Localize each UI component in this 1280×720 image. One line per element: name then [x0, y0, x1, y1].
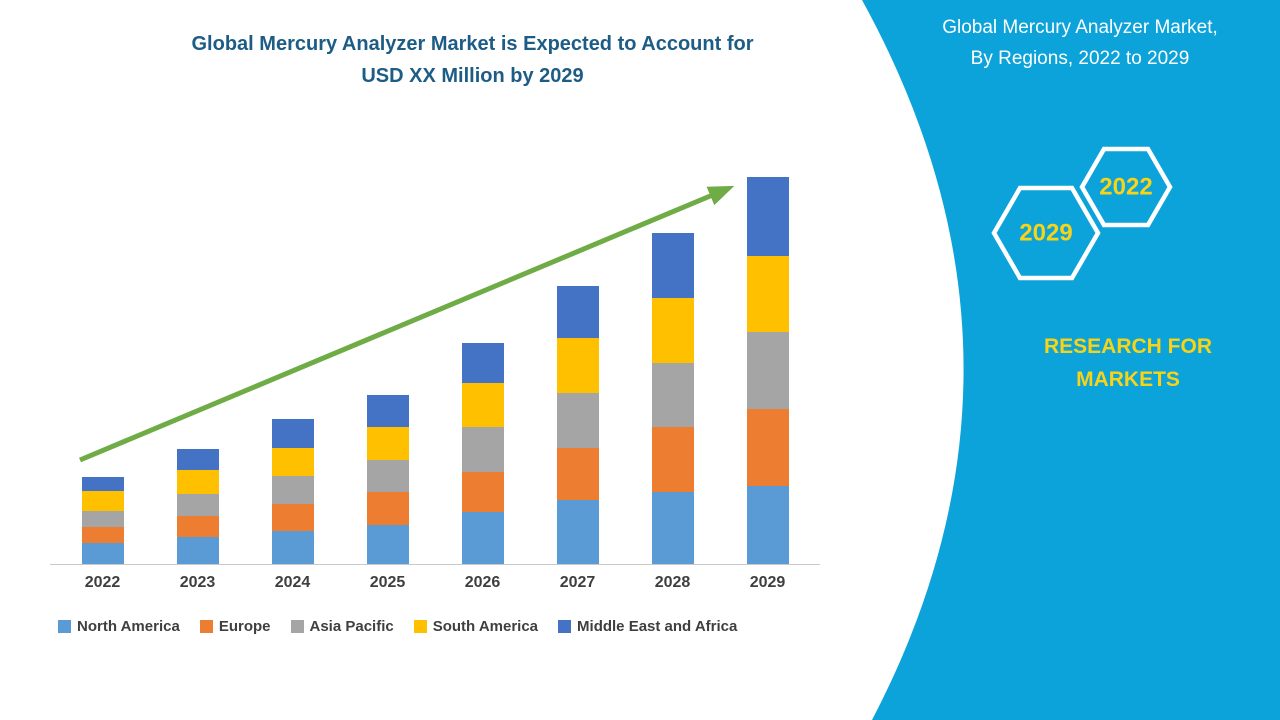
brand-line2: MARKETS: [1076, 368, 1180, 391]
hexagon-2022-label: 2022: [1099, 174, 1152, 201]
hexagon-2022-icon: [1079, 146, 1173, 228]
bar-segment-2028: [651, 233, 694, 298]
bar-segment-2029: [746, 176, 789, 256]
chart-legend: North America Europe Asia Pacific South Ame…: [58, 618, 858, 635]
bar-segment-2028: [651, 298, 694, 363]
bar-segment-2024: [271, 476, 314, 505]
bar-segment-2023: [176, 494, 219, 517]
bar-segment-2028: [651, 427, 694, 493]
bar-segment-2027: [556, 447, 599, 501]
legend-swatch-icon: [558, 620, 572, 633]
bar-chart: [50, 120, 820, 565]
x-axis-tick-label: 2022: [84, 574, 121, 591]
bar-segment-2023: [176, 469, 219, 495]
legend-label: Europe: [218, 618, 271, 635]
bar-segment-2026: [461, 512, 504, 565]
bars-layer: [55, 120, 815, 565]
x-axis-tick-label: 2025: [369, 574, 406, 591]
x-axis-tick-label: 2027: [559, 574, 596, 591]
bar-segment-2024: [271, 530, 314, 565]
bar-segment-2022: [81, 542, 124, 565]
legend-label: Asia Pacific: [309, 618, 394, 635]
legend-label: North America: [77, 618, 180, 635]
bar-segment-2026: [461, 471, 504, 513]
bar-segment-2025: [366, 395, 409, 428]
bar-segment-2023: [176, 536, 219, 565]
bar-segment-2025: [366, 427, 409, 460]
bar-segment-2029: [746, 486, 789, 565]
x-axis-tick-label: 2026: [464, 574, 501, 591]
bar-segment-2025: [366, 524, 409, 565]
legend-swatch-icon: [58, 620, 71, 633]
sidebar-title-line2: By Regions, 2022 to 2029: [970, 48, 1190, 69]
bar-segment-2022: [81, 511, 124, 527]
bar-segment-2023: [176, 516, 219, 537]
chart-title-line2: USD XX Million by 2029: [361, 65, 584, 87]
bar-segment-2025: [366, 459, 409, 493]
sidebar-title-line1: Global Mercury Analyzer Market,: [942, 17, 1218, 38]
bar-segment-2029: [746, 409, 789, 487]
bar-segment-2026: [461, 427, 504, 472]
chart-title: Global Mercury Analyzer Market is Expect…: [75, 28, 870, 92]
bar-segment-2028: [651, 492, 694, 565]
bar-segment-2027: [556, 285, 599, 339]
bar-segment-2024: [271, 504, 314, 531]
bar-segment-2027: [556, 338, 599, 394]
chart-title-line1: Global Mercury Analyzer Market is Expect…: [191, 33, 754, 55]
legend-item: Asia Pacific: [290, 618, 394, 635]
x-axis-labels: 2022 2023 2024 2025 2026 2027 2028 2029: [55, 574, 815, 592]
bar-segment-2027: [556, 500, 599, 565]
x-axis-tick-label: 2023: [179, 574, 216, 591]
bar-segment-2024: [271, 447, 314, 476]
bar-segment-2025: [366, 492, 409, 525]
x-axis-tick-label: 2029: [749, 574, 786, 591]
sidebar-curve-shape: [862, 0, 1280, 720]
hexagons-graphic: 2022 2029: [991, 146, 1173, 281]
hexagon-2029-label: 2029: [1019, 220, 1072, 247]
x-axis-line: [50, 564, 820, 565]
bar-segment-2024: [271, 419, 314, 448]
legend-item: Middle East and Africa: [558, 618, 737, 635]
bar-segment-2023: [176, 448, 219, 470]
legend-swatch-icon: [199, 620, 213, 633]
bar-segment-2028: [651, 362, 694, 428]
legend-label: Middle East and Africa: [577, 618, 738, 635]
legend-item: Europe: [199, 618, 271, 635]
bar-segment-2022: [81, 526, 124, 543]
legend-item: North America: [58, 618, 180, 635]
sidebar-title: Global Mercury Analyzer Market, By Regio…: [890, 12, 1270, 74]
bar-segment-2022: [81, 490, 124, 512]
bar-segment-2027: [556, 393, 599, 448]
hexagon-2029-icon: [991, 185, 1101, 281]
bar-segment-2026: [461, 382, 504, 428]
brand-line1: RESEARCH FOR: [1043, 335, 1212, 358]
legend-swatch-icon: [290, 620, 304, 633]
bar-segment-2029: [746, 332, 789, 410]
legend-swatch-icon: [413, 620, 427, 633]
legend-item: South America: [413, 618, 539, 635]
bar-segment-2029: [746, 255, 789, 333]
x-axis-tick-label: 2028: [654, 574, 691, 591]
brand-text: RESEARCH FOR MARKETS: [1000, 330, 1256, 396]
legend-label: South America: [432, 618, 539, 635]
bar-segment-2022: [81, 476, 124, 491]
x-axis-tick-label: 2024: [274, 574, 311, 591]
bar-segment-2026: [461, 342, 504, 383]
